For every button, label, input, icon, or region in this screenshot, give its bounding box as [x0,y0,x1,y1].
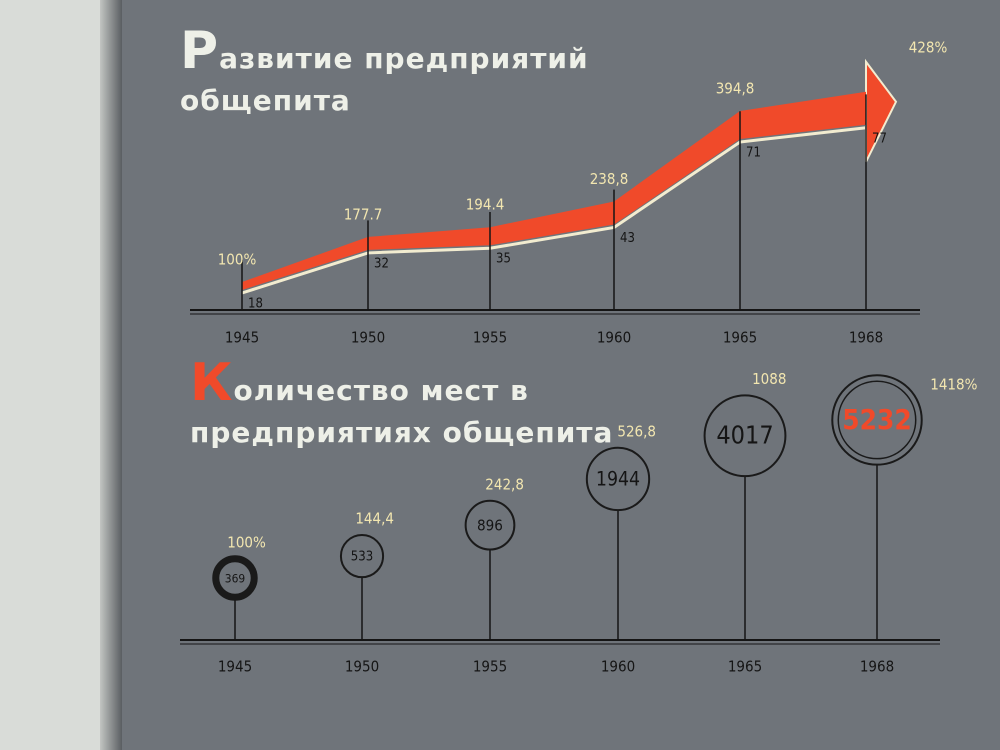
arrow-highlight [241,126,867,295]
count-label: 77 [872,131,887,146]
count-label: 35 [496,252,511,267]
x-tick-label: 1968 [860,658,894,676]
percent-label: 1418% [930,376,977,394]
arrow-head [865,58,898,163]
x-tick-label: 1950 [345,658,379,676]
chart-title: Развитие предприятий общепита [180,21,589,117]
percent-label: 177.7 [344,205,383,223]
percent-label: 428% [909,39,948,57]
value-label: 533 [351,550,373,565]
x-tick-label: 1955 [473,658,507,676]
percent-label: 100% [218,251,257,269]
value-label: 896 [477,517,503,535]
count-label: 32 [374,256,389,271]
x-tick-label: 1950 [351,329,385,347]
x-tick-label: 1965 [728,658,762,676]
x-tick-label: 1945 [225,329,259,347]
value-label: 369 [225,572,246,586]
x-tick-label: 1955 [473,329,507,347]
bubble [212,555,258,601]
chart-title: Количество мест в предприятиях общепита [190,353,614,449]
percent-label: 100% [227,533,266,551]
x-tick-label: 1960 [601,658,635,676]
bubble [464,499,516,551]
x-tick-label: 1945 [218,658,252,676]
gutter [100,0,122,750]
bubble-ring [837,380,917,460]
value-label: 1944 [596,467,640,490]
bubble [339,534,385,579]
count-label: 43 [620,231,635,246]
bubble [585,446,651,512]
x-tick-label: 1968 [849,329,883,347]
percent-label: 242,8 [485,475,524,493]
value-label: 4017 [716,421,773,450]
count-label: 71 [746,146,761,161]
percent-label: 238,8 [590,170,629,188]
percent-label: 1088 [752,370,786,388]
x-tick-label: 1960 [597,329,631,347]
bubble [831,374,923,466]
percent-label: 144,4 [355,510,394,528]
x-tick-label: 1965 [723,329,757,347]
percent-label: 194.4 [466,196,505,214]
count-label: 18 [248,297,263,312]
percent-label: 526,8 [617,422,656,440]
value-label: 5232 [842,403,911,436]
arrow [242,91,866,290]
bubble [703,394,787,478]
percent-label: 394,8 [716,80,755,98]
